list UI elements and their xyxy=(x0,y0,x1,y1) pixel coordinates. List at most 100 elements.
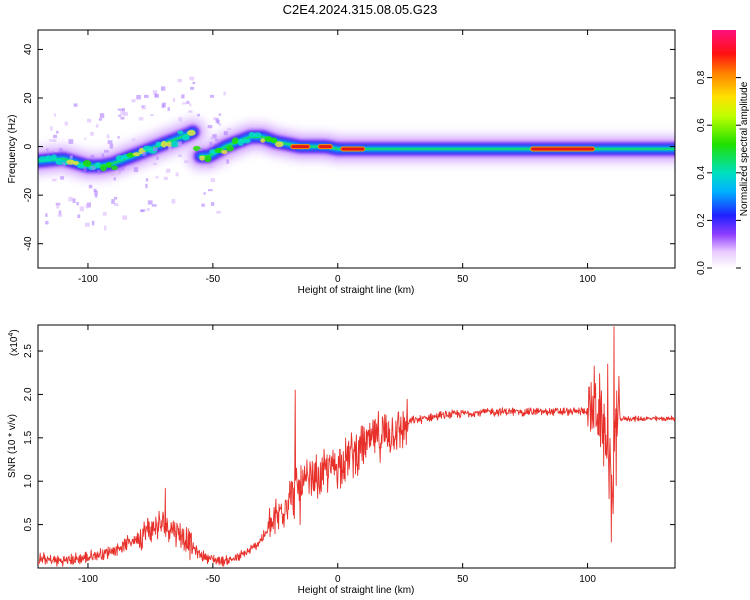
spectrogram-ridge-blob xyxy=(100,164,107,172)
spectrogram-noise xyxy=(210,136,214,140)
spectrogram-ridge-blob xyxy=(253,132,262,138)
spectrogram-noise xyxy=(102,212,107,216)
spectrogram-ridge-blob xyxy=(221,149,228,155)
spectrogram-ridge-blob xyxy=(73,160,79,166)
spectrogram-noise xyxy=(49,139,52,142)
spectrogram-noise xyxy=(208,165,214,168)
spectrogram-noise xyxy=(53,134,58,139)
spectrogram-noise xyxy=(178,117,183,122)
spectrogram-noise xyxy=(98,118,103,121)
spectrogram-noise xyxy=(155,94,159,98)
spectrogram-ridge-blob xyxy=(204,155,212,163)
spectrogram-noise xyxy=(143,94,149,98)
spectrogram-noise xyxy=(97,169,101,175)
bottom-y-axis-label: SNR (10 * v/v) xyxy=(7,414,18,478)
spectrogram-noise xyxy=(50,126,53,131)
spectrogram-noise xyxy=(91,220,95,226)
spectrogram-noise xyxy=(107,140,113,145)
spectrogram-ridge-blob xyxy=(241,138,251,144)
spectrogram-noise xyxy=(53,113,56,117)
spectrogram-noise xyxy=(189,103,192,107)
spectrogram-noise xyxy=(104,225,107,231)
spectrogram-ridge-blob xyxy=(55,158,64,165)
spectrogram-noise xyxy=(203,192,206,195)
spectrogram-ridge-blob xyxy=(94,162,102,169)
spectrogram-noise xyxy=(68,196,73,202)
spectrogram-noise xyxy=(56,203,60,209)
bottom-x-tick-label: -100 xyxy=(78,574,98,585)
top-y-tick-label: -40 xyxy=(23,236,34,251)
bottom-x-tick-label: 50 xyxy=(457,574,469,585)
spectrogram-noise xyxy=(60,176,65,180)
spectrogram-noise xyxy=(90,154,95,159)
top-y-tick-label: 0 xyxy=(23,143,34,149)
spectrogram-noise xyxy=(57,214,63,217)
colorbar-tick-label: 0.8 xyxy=(696,70,707,84)
spectrogram-noise xyxy=(177,141,182,146)
spectrogram-noise xyxy=(113,203,119,206)
spectrogram-noise xyxy=(141,105,146,110)
spectrogram-noise xyxy=(216,211,222,214)
spectrogram-noise xyxy=(145,178,149,182)
spectrogram-noise xyxy=(184,160,189,164)
spectrogram-ridge-blob xyxy=(274,141,284,148)
spectrogram-noise xyxy=(163,176,168,181)
top-x-axis: -100 -50 0 50 100 xyxy=(78,30,596,285)
spectrogram-noise xyxy=(109,143,114,149)
bottom-x-tick-label: -50 xyxy=(206,574,221,585)
spectrogram-noise xyxy=(85,203,90,209)
spectrogram-ridge-blob xyxy=(82,160,92,167)
spectrogram-noise xyxy=(122,108,125,111)
colorbar-tick-label: 0.0 xyxy=(696,261,707,275)
spectrogram-noise xyxy=(216,119,220,124)
spectrogram-noise xyxy=(45,220,49,225)
bottom-y-tick-label: 2.0 xyxy=(23,387,34,401)
spectrogram-noise xyxy=(151,204,157,207)
spectrogram-noise xyxy=(186,100,190,104)
spectrogram-noise xyxy=(122,215,128,220)
spectrogram-noise xyxy=(175,172,179,177)
spectrogram-noise xyxy=(104,150,109,153)
spectrogram-noise xyxy=(52,178,57,182)
spectrogram-noise xyxy=(156,156,159,160)
spectrogram-noise xyxy=(209,94,215,98)
top-y-tick-label: 40 xyxy=(23,43,34,55)
spectrogram-ridge-blob xyxy=(214,148,224,154)
spectrogram-noise xyxy=(83,166,87,172)
spectrogram-noise xyxy=(190,86,195,90)
bottom-y-tick-label: 1.5 xyxy=(23,430,34,444)
bottom-x-tick-label: 0 xyxy=(335,574,341,585)
spectrogram-ridge-blob xyxy=(182,134,190,141)
spectrogram-noise xyxy=(101,153,105,158)
spectrogram-noise xyxy=(84,137,87,140)
spectrogram-heatmap xyxy=(38,76,675,231)
spectrogram-noise xyxy=(121,167,125,171)
spectrogram-noise xyxy=(120,110,125,116)
spectrogram-noise xyxy=(153,162,158,166)
spectrogram-noise xyxy=(207,125,213,129)
spectrogram-noise xyxy=(99,113,105,118)
spectrogram-noise xyxy=(90,131,94,136)
spectrogram-noise xyxy=(212,134,217,139)
spectrogram-noise xyxy=(88,184,93,189)
spectrogram-noise xyxy=(209,141,213,147)
spectrogram-noise xyxy=(77,214,81,219)
spectrogram-noise xyxy=(140,209,144,213)
spectrogram-noise xyxy=(64,121,68,126)
spectrogram-noise xyxy=(227,127,232,131)
bottom-y-tick-label: 0.5 xyxy=(23,517,34,531)
bottom-y-multiplier: (x104) xyxy=(8,329,20,356)
spectrogram-noise xyxy=(198,149,203,152)
spectrogram-noise xyxy=(226,159,230,164)
spectrogram-noise xyxy=(62,162,66,167)
top-y-tick-label: -20 xyxy=(23,187,34,202)
spectrogram-noise xyxy=(208,189,213,192)
spectrogram-noise xyxy=(96,124,99,128)
spectrogram-noise xyxy=(142,151,147,156)
spectrogram-noise xyxy=(153,147,158,152)
spectrogram-noise xyxy=(58,148,63,153)
spectrogram-noise xyxy=(111,199,115,204)
spectrogram-noise xyxy=(54,149,59,152)
top-y-axis: -40 -20 0 20 40 xyxy=(23,43,675,251)
